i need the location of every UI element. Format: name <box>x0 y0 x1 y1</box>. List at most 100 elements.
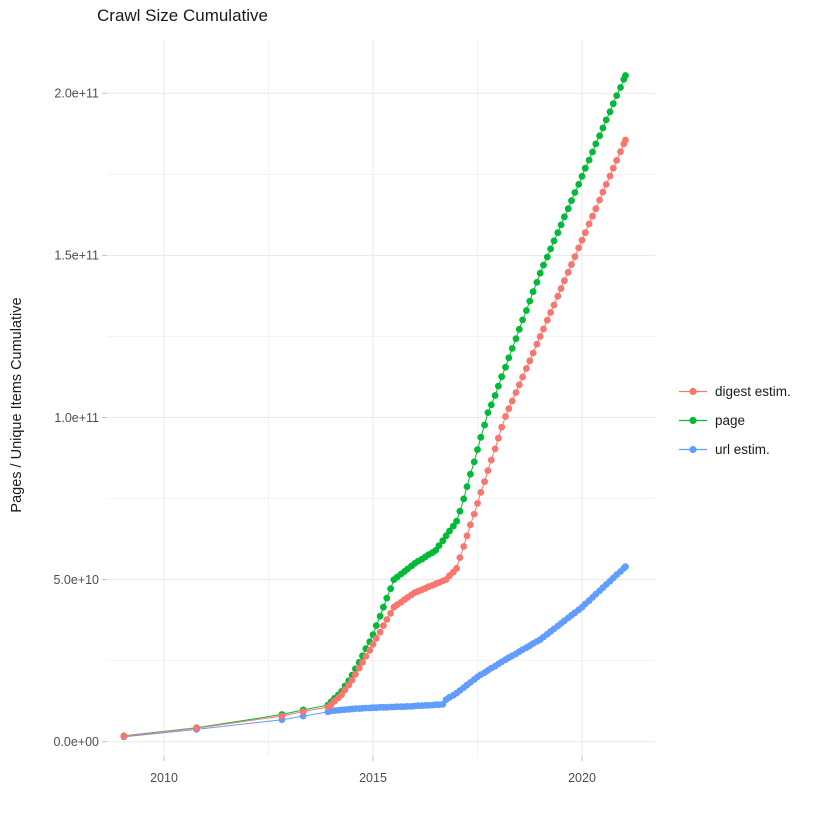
data-point <box>609 100 617 108</box>
y-tick-label: 1.0e+11 <box>54 411 99 425</box>
y-axis-tick-labels: 0.0e+00 5.0e+10 1.0e+11 1.5e+11 2.0e+11 <box>53 87 99 749</box>
data-point <box>491 392 499 399</box>
data-point <box>617 148 624 156</box>
data-point <box>529 349 537 357</box>
data-point <box>491 445 499 453</box>
data-point <box>463 483 471 490</box>
data-point <box>278 712 286 720</box>
data-point <box>602 181 610 188</box>
legend-item-page: page <box>678 406 791 435</box>
data-point <box>446 527 453 535</box>
data-point <box>345 681 353 689</box>
data-point <box>519 316 526 324</box>
data-point <box>622 563 629 570</box>
data-point <box>460 495 468 503</box>
data-point <box>581 229 589 237</box>
data-point <box>348 676 356 684</box>
data-point <box>299 708 307 715</box>
data-point <box>561 213 568 221</box>
data-point <box>575 244 583 252</box>
data-point <box>547 309 554 316</box>
data-point <box>372 622 380 629</box>
data-point <box>596 132 603 140</box>
data-point <box>376 628 384 636</box>
data-point <box>376 612 384 620</box>
data-point <box>505 354 513 362</box>
gridlines-minor <box>107 40 655 756</box>
data-point <box>474 446 481 453</box>
data-point <box>498 423 506 431</box>
data-point <box>120 732 128 740</box>
data-point <box>387 585 394 593</box>
x-tick-label: 2020 <box>568 771 596 785</box>
data-point <box>502 413 509 420</box>
data-point <box>592 205 600 213</box>
legend-label-digest-estim: digest estim. <box>715 384 791 399</box>
data-point <box>505 405 513 413</box>
data-point <box>487 456 495 464</box>
data-point <box>529 288 537 296</box>
data-point <box>599 124 607 132</box>
data-point <box>585 220 593 228</box>
data-point <box>526 297 534 305</box>
data-point <box>341 686 349 694</box>
data-point <box>585 156 593 164</box>
data-point <box>193 724 201 732</box>
data-point <box>481 421 488 429</box>
data-point <box>359 658 366 666</box>
data-point <box>533 278 541 286</box>
data-point <box>362 653 370 660</box>
data-point <box>589 212 596 220</box>
data-point <box>602 116 610 124</box>
data-point <box>369 641 377 648</box>
data-point <box>470 510 478 518</box>
data-point <box>456 554 464 561</box>
data-point <box>338 691 345 699</box>
data-point <box>622 136 629 144</box>
data-point <box>498 373 506 381</box>
data-point <box>439 537 447 545</box>
data-point <box>487 401 495 409</box>
legend-item-digest-estim: digest estim. <box>678 377 791 406</box>
series-digest-estim <box>120 136 629 740</box>
data-point <box>533 340 541 348</box>
data-point <box>606 108 614 116</box>
y-tick-label: 0.0e+00 <box>53 735 99 749</box>
data-point <box>523 365 530 372</box>
data-point <box>557 285 565 292</box>
series-line <box>123 566 626 738</box>
data-point <box>613 92 621 99</box>
data-point <box>578 172 586 180</box>
data-point <box>515 381 523 389</box>
data-point <box>536 269 544 277</box>
data-point <box>372 634 380 642</box>
x-axis-tick-labels: 2010 2015 2020 <box>150 771 596 785</box>
data-point <box>571 253 579 261</box>
data-point <box>508 345 516 352</box>
data-point <box>606 172 614 180</box>
axis-tick-marks <box>102 92 583 761</box>
y-tick-label: 2.0e+11 <box>54 87 99 101</box>
data-point <box>543 316 551 324</box>
legend-label-url-estim: url estim. <box>715 442 770 457</box>
data-point <box>495 382 502 390</box>
data-point <box>512 335 520 343</box>
data-point <box>540 261 547 269</box>
data-point <box>463 532 471 540</box>
data-point <box>460 543 468 550</box>
data-point <box>352 670 359 678</box>
data-point <box>571 189 579 196</box>
data-point <box>599 188 607 196</box>
x-tick-label: 2010 <box>150 771 178 785</box>
data-point <box>355 664 363 672</box>
data-point <box>380 622 387 629</box>
data-point <box>568 197 575 205</box>
data-point <box>564 205 572 213</box>
legend-item-url-estim: url estim. <box>678 435 791 464</box>
data-point <box>581 164 589 172</box>
data-point <box>477 433 485 441</box>
data-point <box>554 229 562 237</box>
chart-title: Crawl Size Cumulative <box>97 6 268 25</box>
data-point <box>596 196 603 204</box>
data-point <box>547 245 554 253</box>
